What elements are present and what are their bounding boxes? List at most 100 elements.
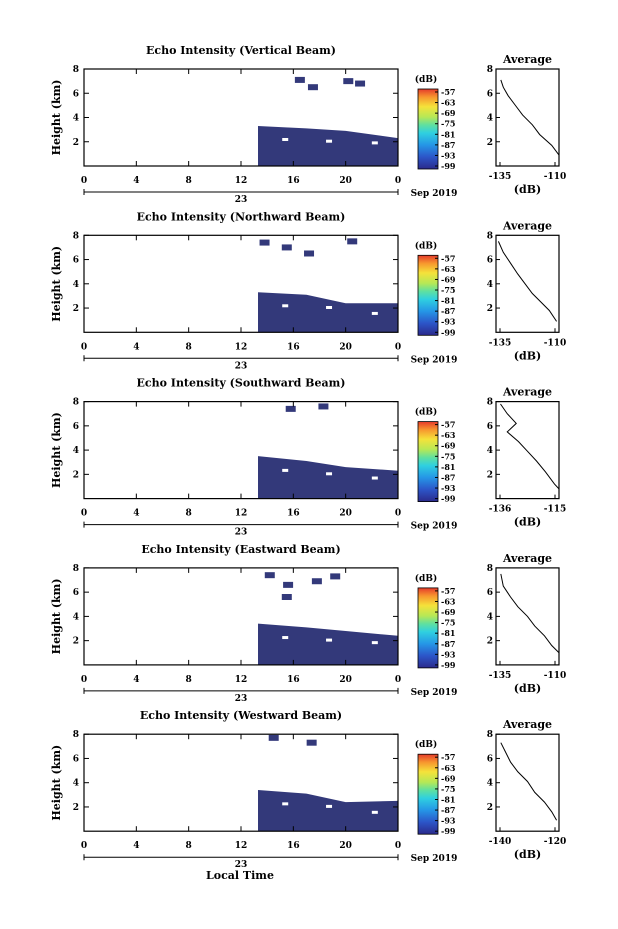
colorbar-tick-label: -75 <box>441 618 455 628</box>
day-label: 23 <box>235 694 248 704</box>
profile-title: Average <box>502 53 552 66</box>
colorbar-tick-label: -87 <box>441 805 455 815</box>
colorbar-tick-label: -93 <box>441 816 456 826</box>
day-label: 23 <box>235 195 248 205</box>
colorbar-tick-label: -99 <box>441 161 456 171</box>
y-tick-label: 2 <box>73 637 79 647</box>
profile-x-tick-label: -110 <box>544 671 567 681</box>
profile-frame <box>495 68 560 167</box>
month-label: Sep 2019 <box>411 522 458 532</box>
month-label: Sep 2019 <box>411 189 458 199</box>
y-tick-label: 8 <box>73 564 79 574</box>
x-axis-label: Local Time <box>206 869 274 882</box>
colorbar-tick-label: -69 <box>441 108 456 118</box>
colorbar-tick-label: -81 <box>441 794 455 804</box>
panel-2: Echo Intensity (Southward Beam)0 4 8 12 16 20… <box>50 377 566 538</box>
colorbar-tick-label: -75 <box>441 119 455 129</box>
colorbar <box>417 421 439 503</box>
colorbar-title: (dB) <box>415 573 437 584</box>
y-tick-label: 2 <box>73 803 79 813</box>
x-tick-label: 16 <box>287 675 300 685</box>
echo-gap <box>282 304 289 308</box>
panel-title: Echo Intensity (Westward Beam) <box>140 709 342 722</box>
x-tick-label: 12 <box>235 841 248 851</box>
panel-title: Echo Intensity (Southward Beam) <box>137 377 346 390</box>
x-tick-label: 8 <box>186 675 192 685</box>
profile-x-label: (dB) <box>514 682 541 695</box>
x-tick-label: 0 <box>395 841 401 851</box>
profile-y-tick-label: 2 <box>487 470 493 480</box>
colorbar-tick-label: -63 <box>441 596 456 606</box>
profile-line <box>500 79 560 156</box>
colorbar <box>417 587 439 669</box>
panel-1: Echo Intensity (Northward Beam)0 4 8 12 16 20… <box>50 210 566 371</box>
echo-region <box>258 456 398 499</box>
profile-line <box>500 742 558 821</box>
profile-y-tick-label: 2 <box>487 304 493 314</box>
profile-x-tick-label: -136 <box>489 505 512 515</box>
colorbar-title: (dB) <box>415 739 437 750</box>
x-tick-label: 4 <box>133 176 139 186</box>
colorbar-title: (dB) <box>415 74 437 85</box>
colorbar-tick-label: -69 <box>441 274 456 284</box>
colorbar-tick-label: -69 <box>441 773 456 783</box>
colorbar-tick-label: -99 <box>441 660 456 670</box>
y-tick-label: 8 <box>73 65 79 75</box>
y-tick-label: 2 <box>73 138 79 148</box>
y-axis-label: Height (km) <box>50 745 63 821</box>
x-tick-label: 8 <box>186 841 192 851</box>
y-tick-label: 4 <box>73 779 79 789</box>
x-tick-label: 20 <box>339 342 352 352</box>
y-tick-label: 8 <box>73 398 79 408</box>
y-tick-label: 6 <box>73 422 79 432</box>
x-tick-label: 0 <box>81 342 87 352</box>
echo-patch <box>281 244 292 251</box>
profile-y-tick-label: 8 <box>487 398 493 408</box>
profile-x-tick-label: -115 <box>544 505 567 515</box>
colorbar-tick-label: -57 <box>441 87 455 97</box>
profile-frame <box>495 733 560 832</box>
profile-y-tick-label: 6 <box>487 256 493 266</box>
echo-region <box>258 789 398 832</box>
x-tick-label: 0 <box>81 675 87 685</box>
echo-gap <box>371 810 378 814</box>
y-tick-label: 8 <box>73 231 79 241</box>
colorbar-tick-label: -81 <box>441 129 455 139</box>
x-tick-label: 20 <box>339 675 352 685</box>
colorbar-tick-label: -93 <box>441 317 456 327</box>
x-tick-label: 16 <box>287 176 300 186</box>
echo-patch <box>304 250 315 257</box>
echo-gap <box>282 636 289 640</box>
day-label: 23 <box>235 528 248 538</box>
x-tick-label: 12 <box>235 176 248 186</box>
echo-patch <box>318 403 329 410</box>
y-tick-label: 6 <box>73 754 79 764</box>
y-axis-label: Height (km) <box>50 80 63 156</box>
profile-y-tick-label: 8 <box>487 231 493 241</box>
profile-x-label: (dB) <box>514 848 541 861</box>
profile-x-tick-label: -135 <box>489 671 512 681</box>
profile-y-tick-label: 6 <box>487 89 493 99</box>
x-tick-label: 12 <box>235 342 248 352</box>
colorbar-tick-label: -63 <box>441 763 456 773</box>
echo-region <box>258 292 398 333</box>
echo-gap <box>326 638 333 642</box>
colorbar-tick-label: -93 <box>441 150 456 160</box>
y-tick-label: 6 <box>73 256 79 266</box>
colorbar-tick-label: -93 <box>441 649 456 659</box>
panel-0: Echo Intensity (Vertical Beam) 0 4 8 12 16 20 0… <box>50 44 566 205</box>
x-tick-label: 8 <box>186 509 192 519</box>
colorbar-tick-label: -63 <box>441 98 456 108</box>
echo-patch <box>281 594 292 600</box>
echo-patch <box>294 76 305 83</box>
profile-title: Average <box>502 552 552 565</box>
colorbar-tick-label: -81 <box>441 462 455 472</box>
colorbar-tick-label: -87 <box>441 472 455 482</box>
profile-y-tick-label: 8 <box>487 730 493 740</box>
colorbar-tick-label: -99 <box>441 494 456 504</box>
profile-x-tick-label: -110 <box>544 338 567 348</box>
profile-y-tick-label: 6 <box>487 588 493 598</box>
profile-y-tick-label: 4 <box>487 612 493 622</box>
y-axis-label: Height (km) <box>50 412 63 488</box>
profile-y-tick-label: 2 <box>487 637 493 647</box>
